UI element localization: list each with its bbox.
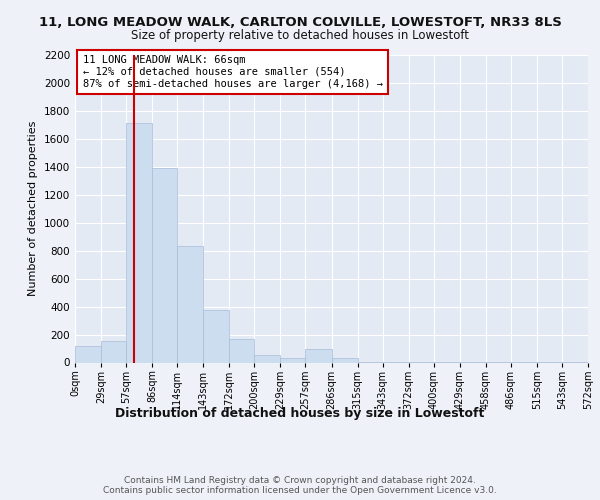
Y-axis label: Number of detached properties: Number of detached properties — [28, 121, 38, 296]
Bar — [305, 348, 332, 362]
Bar — [280, 358, 305, 362]
Text: Distribution of detached houses by size in Lowestoft: Distribution of detached houses by size … — [115, 408, 485, 420]
Bar — [331, 358, 358, 362]
Bar — [177, 246, 203, 362]
Bar — [229, 340, 254, 362]
Bar — [152, 168, 177, 362]
Bar — [75, 346, 101, 362]
Bar — [203, 310, 229, 362]
Bar — [101, 341, 126, 362]
Text: 11 LONG MEADOW WALK: 66sqm
← 12% of detached houses are smaller (554)
87% of sem: 11 LONG MEADOW WALK: 66sqm ← 12% of deta… — [83, 56, 383, 88]
Text: Size of property relative to detached houses in Lowestoft: Size of property relative to detached ho… — [131, 29, 469, 42]
Bar — [254, 355, 280, 362]
Bar — [126, 124, 152, 362]
Text: 11, LONG MEADOW WALK, CARLTON COLVILLE, LOWESTOFT, NR33 8LS: 11, LONG MEADOW WALK, CARLTON COLVILLE, … — [38, 16, 562, 29]
Text: Contains HM Land Registry data © Crown copyright and database right 2024.
Contai: Contains HM Land Registry data © Crown c… — [103, 476, 497, 495]
